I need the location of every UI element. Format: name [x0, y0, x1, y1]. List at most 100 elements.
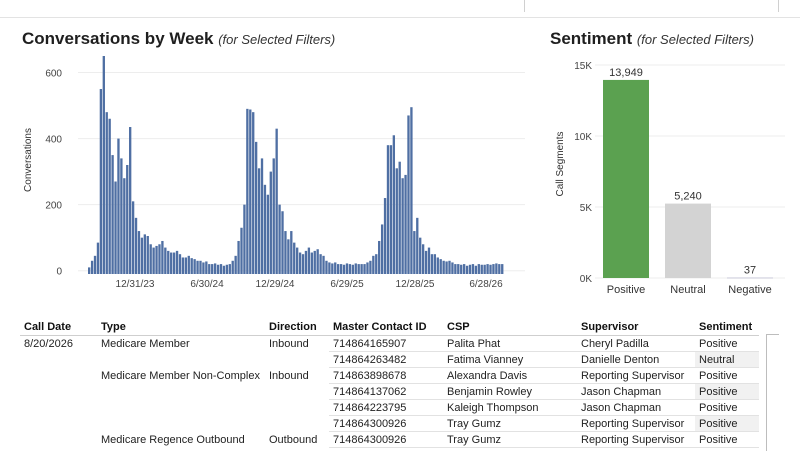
- sentiment-bar-negative[interactable]: [727, 277, 773, 279]
- weekly-bar[interactable]: [480, 264, 483, 274]
- weekly-bar[interactable]: [389, 145, 393, 274]
- weekly-bar[interactable]: [146, 236, 149, 274]
- weekly-bar[interactable]: [152, 247, 155, 274]
- weekly-bar[interactable]: [131, 201, 135, 274]
- weekly-bar[interactable]: [134, 217, 138, 274]
- col-header-csp[interactable]: CSP: [443, 318, 577, 336]
- weekly-bar[interactable]: [474, 265, 478, 274]
- weekly-bar[interactable]: [149, 244, 152, 274]
- table-row[interactable]: 714864223795 Kaleigh Thompson Jason Chapma…: [20, 399, 759, 416]
- weekly-bar[interactable]: [436, 257, 439, 274]
- weekly-bar[interactable]: [181, 257, 185, 274]
- weekly-bar[interactable]: [454, 264, 457, 274]
- weekly-bar[interactable]: [249, 109, 252, 274]
- weekly-bar[interactable]: [360, 264, 363, 274]
- weekly-bar[interactable]: [378, 240, 381, 274]
- weekly-bar[interactable]: [369, 260, 372, 274]
- weekly-bar[interactable]: [430, 254, 434, 274]
- weekly-bar[interactable]: [161, 240, 164, 274]
- weekly-bar[interactable]: [354, 263, 357, 274]
- weekly-bar[interactable]: [322, 255, 325, 274]
- table-scrollbar[interactable]: [766, 334, 779, 451]
- weekly-bar[interactable]: [307, 247, 311, 274]
- weekly-bar[interactable]: [208, 264, 211, 274]
- weekly-bar[interactable]: [252, 112, 255, 274]
- weekly-bar[interactable]: [178, 254, 182, 274]
- weekly-bar[interactable]: [448, 260, 451, 274]
- weekly-bar[interactable]: [240, 227, 243, 274]
- weekly-bar[interactable]: [407, 115, 410, 274]
- weekly-bar[interactable]: [345, 263, 349, 274]
- weekly-bar[interactable]: [439, 259, 442, 274]
- weekly-bar[interactable]: [190, 258, 193, 274]
- weekly-bar[interactable]: [102, 56, 105, 274]
- weekly-bar[interactable]: [231, 260, 234, 274]
- weekly-bar[interactable]: [489, 264, 492, 274]
- weekly-bar[interactable]: [260, 158, 264, 274]
- weekly-bar[interactable]: [451, 262, 454, 274]
- weekly-bar[interactable]: [211, 264, 214, 274]
- sentiment-bar-neutral[interactable]: [665, 203, 711, 278]
- weekly-bar[interactable]: [105, 112, 108, 274]
- weekly-bar[interactable]: [175, 250, 179, 274]
- table-row[interactable]: 8/20/2026 Medicare Member Inbound 714864165…: [20, 335, 759, 352]
- weekly-bar[interactable]: [319, 254, 322, 274]
- weekly-bar[interactable]: [486, 264, 489, 274]
- weekly-bar[interactable]: [416, 217, 419, 274]
- weekly-bar[interactable]: [93, 255, 97, 274]
- weekly-bar[interactable]: [445, 261, 448, 274]
- weekly-bar[interactable]: [263, 184, 267, 274]
- weekly-bar[interactable]: [395, 168, 398, 274]
- weekly-bar[interactable]: [334, 262, 337, 274]
- weekly-bar[interactable]: [301, 254, 305, 274]
- weekly-bar[interactable]: [404, 174, 407, 274]
- weekly-bar[interactable]: [337, 264, 340, 274]
- weekly-bar[interactable]: [419, 237, 422, 274]
- weekly-bar[interactable]: [363, 264, 366, 274]
- col-header-type[interactable]: Type: [97, 318, 265, 336]
- weekly-bar[interactable]: [413, 231, 416, 274]
- weekly-bar[interactable]: [193, 259, 196, 274]
- weekly-bar[interactable]: [310, 252, 313, 274]
- weekly-bar[interactable]: [398, 161, 401, 274]
- weekly-bar[interactable]: [278, 204, 281, 274]
- weekly-bar[interactable]: [170, 252, 173, 274]
- weekly-bar[interactable]: [386, 145, 390, 274]
- weekly-bar[interactable]: [421, 244, 425, 274]
- weekly-bar[interactable]: [196, 260, 199, 274]
- weekly-bar[interactable]: [266, 194, 270, 274]
- table-row[interactable]: 714864137062 Benjamin Rowley Jason Chapman…: [20, 383, 759, 400]
- weekly-bar[interactable]: [380, 224, 384, 274]
- weekly-bar[interactable]: [410, 107, 413, 275]
- table-row[interactable]: Medicare Member Non-Complex Inbound 714863…: [20, 367, 759, 384]
- weekly-bar[interactable]: [357, 264, 360, 274]
- weekly-bar[interactable]: [328, 262, 331, 274]
- weekly-bar[interactable]: [460, 264, 463, 274]
- weekly-bar[interactable]: [287, 239, 290, 274]
- weekly-bar[interactable]: [164, 247, 167, 274]
- weekly-bar[interactable]: [348, 264, 352, 274]
- weekly-bar[interactable]: [158, 244, 161, 274]
- table-row[interactable]: 714864263482 Fatima Vianney Danielle Dento…: [20, 351, 759, 368]
- weekly-bar[interactable]: [383, 198, 387, 274]
- weekly-bar[interactable]: [468, 264, 472, 274]
- col-header-master-contact-id[interactable]: Master Contact ID: [329, 318, 443, 336]
- weekly-bar[interactable]: [313, 250, 316, 274]
- weekly-bar[interactable]: [284, 231, 287, 274]
- weekly-bar[interactable]: [492, 264, 495, 274]
- weekly-bar[interactable]: [155, 245, 158, 274]
- weekly-bar[interactable]: [257, 168, 261, 274]
- weekly-bar[interactable]: [375, 254, 378, 274]
- weekly-bar[interactable]: [246, 108, 249, 274]
- weekly-bar[interactable]: [99, 89, 103, 274]
- weekly-bar[interactable]: [111, 155, 114, 274]
- weekly-bar[interactable]: [501, 264, 504, 274]
- weekly-bar[interactable]: [143, 234, 146, 274]
- weekly-bar[interactable]: [225, 264, 229, 274]
- weekly-bar[interactable]: [462, 264, 466, 274]
- weekly-bar[interactable]: [281, 211, 284, 274]
- weekly-bar[interactable]: [205, 261, 208, 274]
- weekly-bar[interactable]: [228, 264, 231, 274]
- weekly-bar[interactable]: [254, 141, 258, 274]
- weekly-bar[interactable]: [339, 264, 343, 274]
